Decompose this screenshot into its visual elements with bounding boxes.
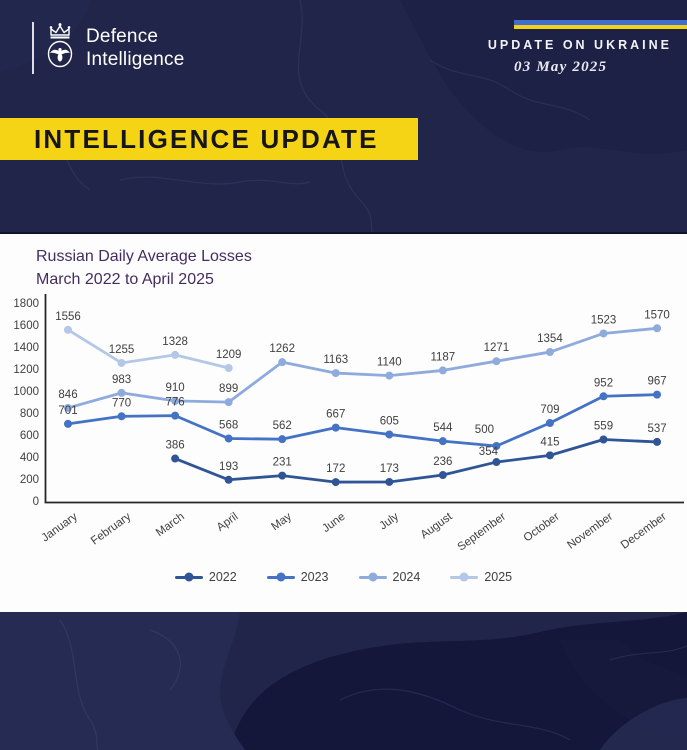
brand-line2: Intelligence [86,49,185,70]
svg-text:1209: 1209 [216,349,242,361]
svg-text:February: February [89,511,133,548]
intelligence-update-banner: INTELLIGENCE UPDATE [0,118,418,160]
svg-text:1354: 1354 [537,333,563,345]
svg-text:172: 172 [326,463,345,475]
svg-text:1187: 1187 [430,351,455,363]
svg-text:October: October [522,511,562,545]
legend-item-2025: 2025 [450,570,512,584]
legend-marker-icon [358,572,387,582]
svg-text:1600: 1600 [13,320,39,332]
svg-text:776: 776 [166,397,185,409]
svg-text:386: 386 [166,440,185,452]
flag-blue-band [514,20,687,25]
logo-divider [32,22,34,74]
chart-title-line2: March 2022 to April 2025 [36,271,214,289]
svg-text:1556: 1556 [55,311,81,323]
svg-text:March: March [154,511,187,539]
svg-text:568: 568 [219,420,238,432]
legend-label: 2023 [300,570,329,584]
svg-text:537: 537 [647,423,666,435]
svg-text:1200: 1200 [13,364,39,376]
legend-marker-icon [450,572,479,582]
banner-title: INTELLIGENCE UPDATE [34,123,379,154]
svg-text:236: 236 [433,456,452,468]
date-label: 03 May 2025 [514,59,608,75]
svg-text:September: September [456,511,509,554]
legend-label: 2022 [208,570,237,584]
legend-item-2024: 2024 [358,570,421,584]
svg-text:500: 500 [475,424,494,436]
svg-text:600: 600 [20,430,39,442]
losses-line-chart: 0 200 400 600 800 1000 1200 1400 1600 1800 January… [13,294,684,554]
svg-text:July: July [377,511,401,533]
legend-dot-icon [276,572,286,582]
svg-text:967: 967 [647,376,666,388]
svg-text:1800: 1800 [13,298,39,310]
svg-text:709: 709 [540,404,559,416]
svg-text:1140: 1140 [377,357,402,369]
svg-text:983: 983 [112,374,131,386]
legend-item-2023: 2023 [266,570,329,584]
svg-text:899: 899 [219,383,238,395]
defence-intelligence-logo: Defence Intelligence [32,22,185,74]
svg-text:910: 910 [166,382,185,394]
legend-marker-icon [174,572,203,582]
svg-text:1400: 1400 [13,342,39,354]
svg-text:November: November [565,511,615,552]
legend-dot-icon [184,572,194,582]
svg-text:667: 667 [326,409,345,421]
legend-label: 2025 [484,570,513,584]
chart-panel: Russian Daily Average Losses March 2022 … [0,232,687,612]
svg-text:559: 559 [594,421,613,433]
svg-text:701: 701 [58,405,77,417]
svg-text:December: December [619,511,669,552]
svg-text:952: 952 [594,377,613,389]
svg-text:1163: 1163 [323,354,348,366]
svg-text:400: 400 [20,452,39,464]
svg-text:January: January [40,511,80,545]
svg-text:354: 354 [479,446,499,458]
svg-text:April: April [215,511,241,534]
update-on-ukraine-label: UPDATE ON UKRAINE [487,38,672,52]
svg-text:1255: 1255 [109,344,135,356]
chart-title-line1: Russian Daily Average Losses [36,248,252,265]
svg-text:1262: 1262 [269,343,295,355]
svg-text:June: June [320,511,347,535]
legend-dot-icon [459,572,469,582]
svg-text:0: 0 [33,496,39,508]
legend-dot-icon [368,572,377,582]
chart-legend: 2022 2023 2024 2025 [0,570,687,584]
svg-text:562: 562 [273,420,292,432]
svg-text:May: May [269,511,294,534]
ukraine-flag-stripe [514,20,687,29]
svg-text:1570: 1570 [644,309,670,321]
svg-text:200: 200 [20,474,39,486]
svg-text:800: 800 [20,408,39,420]
svg-text:1328: 1328 [162,336,188,348]
legend-item-2022: 2022 [174,570,237,584]
mod-crest-icon [47,23,73,68]
svg-text:846: 846 [58,389,77,401]
chart-title: Russian Daily Average Losses March 2022 … [36,245,252,291]
legend-label: 2024 [392,570,421,584]
legend-marker-icon [266,572,295,582]
svg-text:1000: 1000 [13,386,39,398]
brand-text: Defence Intelligence [86,25,185,71]
svg-text:1271: 1271 [484,342,510,354]
svg-text:173: 173 [380,463,399,475]
brand-line1: Defence [86,25,159,47]
svg-text:193: 193 [219,461,238,473]
flag-yellow-band [514,25,687,29]
svg-text:1523: 1523 [591,314,617,326]
svg-text:605: 605 [380,415,399,427]
svg-text:231: 231 [273,457,292,469]
svg-text:770: 770 [112,397,131,409]
svg-text:415: 415 [540,436,559,448]
svg-text:544: 544 [433,422,453,434]
svg-text:August: August [419,510,456,541]
